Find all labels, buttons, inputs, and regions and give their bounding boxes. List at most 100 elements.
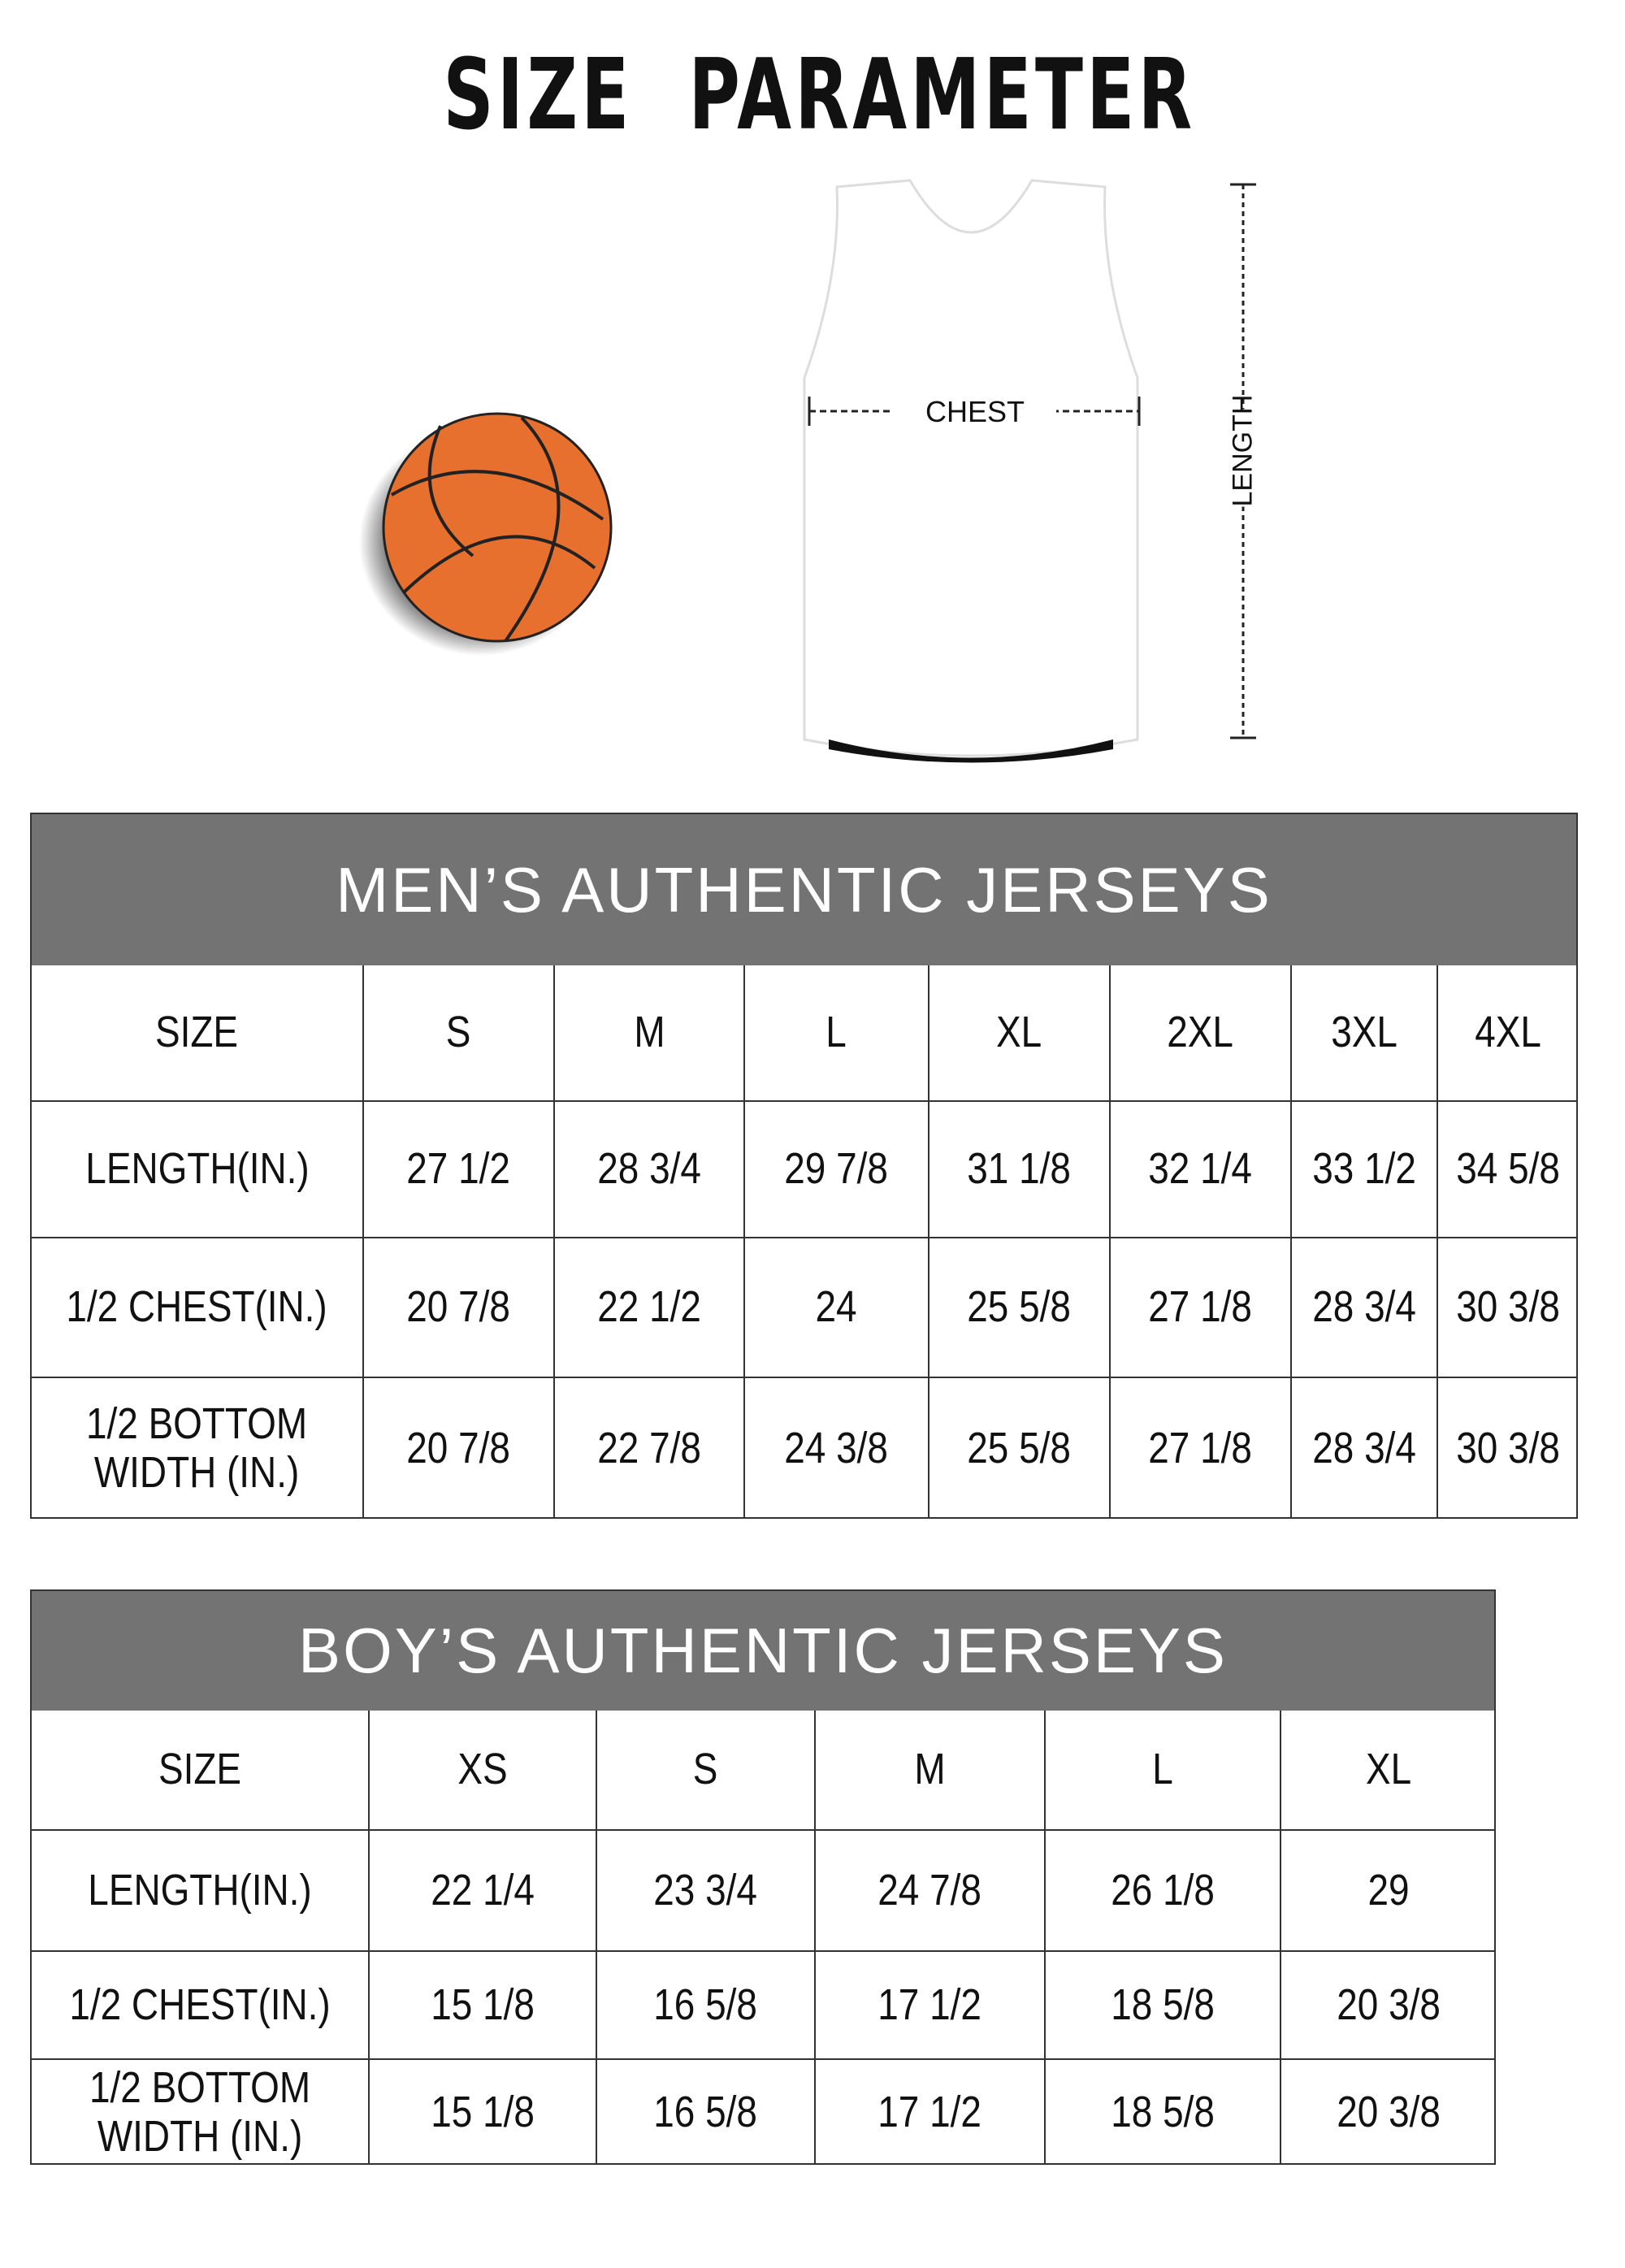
cell-text: XL (996, 1008, 1042, 1057)
cell-text: 27 1/8 (1148, 1282, 1253, 1332)
boys-table-heading: BOY’S AUTHENTIC JERSEYS (32, 1591, 1494, 1711)
size-column-header: L (745, 965, 930, 1102)
cell-text: 4XL (1475, 1008, 1541, 1057)
cell-text: 31 1/8 (967, 1144, 1072, 1194)
cell-text: 26 1/8 (1111, 1865, 1215, 1915)
size-column-header: XL (930, 965, 1111, 1102)
table-cell: 30 3/8 (1438, 1238, 1578, 1378)
table-cell: 32 1/4 (1111, 1102, 1292, 1238)
cell-text: 16 5/8 (653, 1980, 758, 2029)
table-cell: 28 3/4 (1292, 1378, 1438, 1519)
cell-text: 34 5/8 (1456, 1144, 1560, 1194)
cell-text: 16 5/8 (653, 2087, 758, 2136)
size-column-header: L (1046, 1711, 1281, 1831)
cell-text: XL (1365, 1745, 1412, 1794)
table-cell: 27 1/2 (364, 1102, 555, 1238)
length-label: LENGTH (1227, 394, 1259, 507)
table-cell: 27 1/8 (1111, 1378, 1292, 1519)
table-cell: 28 3/4 (555, 1102, 745, 1238)
cell-text: 30 3/8 (1456, 1282, 1560, 1332)
table-cell: 18 5/8 (1046, 2060, 1281, 2165)
table-cell: 16 5/8 (597, 1952, 816, 2060)
cell-text: M (633, 1008, 665, 1057)
cell-text: 28 3/4 (597, 1144, 701, 1194)
table-cell: 23 3/4 (597, 1831, 816, 1952)
table-cell: 16 5/8 (597, 2060, 816, 2165)
cell-text: 28 3/4 (1312, 1423, 1416, 1472)
table-cell: 18 5/8 (1046, 1952, 1281, 2060)
cell-text: 24 7/8 (878, 1865, 982, 1915)
table-cell: 15 1/8 (370, 1952, 597, 2060)
size-column-header: S (364, 965, 555, 1102)
table-cell: 15 1/8 (370, 2060, 597, 2165)
jersey-diagram (803, 179, 1141, 763)
size-column-header: XS (370, 1711, 597, 1831)
cell-text: 20 7/8 (406, 1423, 511, 1472)
table-cell: 22 7/8 (555, 1378, 745, 1519)
table-cell: 31 1/8 (930, 1102, 1111, 1238)
table-cell: 17 1/2 (816, 2060, 1046, 2165)
cell-text: 33 1/2 (1312, 1144, 1416, 1194)
cell-text: 20 3/8 (1337, 1980, 1441, 2029)
table-cell: 30 3/8 (1438, 1378, 1578, 1519)
cell-text: 1/2 CHEST(IN.) (69, 1980, 331, 2029)
table-cell: 33 1/2 (1292, 1102, 1438, 1238)
cell-text: 27 1/2 (406, 1144, 511, 1194)
size-column-header: M (555, 965, 745, 1102)
cell-text: S (446, 1008, 471, 1057)
page-title: SIZE PARAMETER (443, 39, 1196, 152)
mens-size-table: MEN’S AUTHENTIC JERSEYS SIZE S M L XL 2XL 3XL 4… (30, 813, 1578, 1519)
cell-text: 27 1/8 (1148, 1423, 1253, 1472)
cell-text: 22 1/4 (431, 1865, 535, 1915)
cell-text: LENGTH(IN.) (88, 1865, 312, 1915)
table-cell: 20 3/8 (1281, 1952, 1496, 2060)
row-label-cell: 1/2 CHEST(IN.) (32, 1238, 364, 1378)
table-cell: 26 1/8 (1046, 1831, 1281, 1952)
table-cell: 24 7/8 (816, 1831, 1046, 1952)
cell-text: 17 1/2 (878, 1980, 982, 2029)
table-cell: 24 (745, 1238, 930, 1378)
size-column-header: S (597, 1711, 816, 1831)
cell-text: 24 3/8 (784, 1423, 889, 1472)
cell-text: 25 5/8 (967, 1282, 1072, 1332)
cell-text: 29 (1367, 1865, 1410, 1915)
row-label-cell: LENGTH(IN.) (32, 1102, 364, 1238)
cell-text: 17 1/2 (878, 2087, 982, 2136)
cell-text: 1/2 CHEST(IN.) (66, 1282, 328, 1332)
table-cell: 20 7/8 (364, 1238, 555, 1378)
cell-text: SIZE (158, 1745, 242, 1794)
length-measure-line (1230, 183, 1256, 739)
cell-text: 18 5/8 (1111, 1980, 1215, 2029)
cell-text: S (693, 1745, 718, 1794)
table-cell: 27 1/8 (1111, 1238, 1292, 1378)
table-cell: 20 3/8 (1281, 2060, 1496, 2165)
cell-text: XS (457, 1745, 508, 1794)
cell-text: LENGTH(IN.) (84, 1144, 310, 1194)
cell-text: 20 7/8 (406, 1282, 511, 1332)
row-label-cell: LENGTH(IN.) (32, 1831, 370, 1952)
cell-text: 20 3/8 (1337, 2087, 1441, 2136)
cell-text: 29 7/8 (784, 1144, 889, 1194)
size-column-header: 2XL (1111, 965, 1292, 1102)
cell-text: 18 5/8 (1111, 2087, 1215, 2136)
cell-text: M (914, 1745, 946, 1794)
boys-size-table: BOY’S AUTHENTIC JERSEYS SIZE XS S M L XL LENGT… (30, 1589, 1496, 2165)
row-label-cell: 1/2 BOTTOM WIDTH (IN.) (32, 2060, 370, 2165)
cell-text: 1/2 BOTTOM WIDTH (IN.) (89, 2063, 311, 2161)
table-cell: 22 1/2 (555, 1238, 745, 1378)
table-cell: 29 7/8 (745, 1102, 930, 1238)
size-column-header: M (816, 1711, 1046, 1831)
table-cell: 17 1/2 (816, 1952, 1046, 2060)
cell-text: SIZE (155, 1008, 239, 1057)
cell-text: 3XL (1331, 1008, 1398, 1057)
table-cell: 20 7/8 (364, 1378, 555, 1519)
table-cell: 34 5/8 (1438, 1102, 1578, 1238)
cell-text: 22 1/2 (597, 1282, 701, 1332)
cell-text: 2XL (1167, 1008, 1234, 1057)
cell-text: 32 1/4 (1148, 1144, 1253, 1194)
cell-text: 23 3/4 (653, 1865, 758, 1915)
basketball-icon (359, 412, 613, 656)
table-cell: 29 (1281, 1831, 1496, 1952)
size-header-cell: SIZE (32, 1711, 370, 1831)
row-label-cell: 1/2 BOTTOM WIDTH (IN.) (32, 1378, 364, 1519)
